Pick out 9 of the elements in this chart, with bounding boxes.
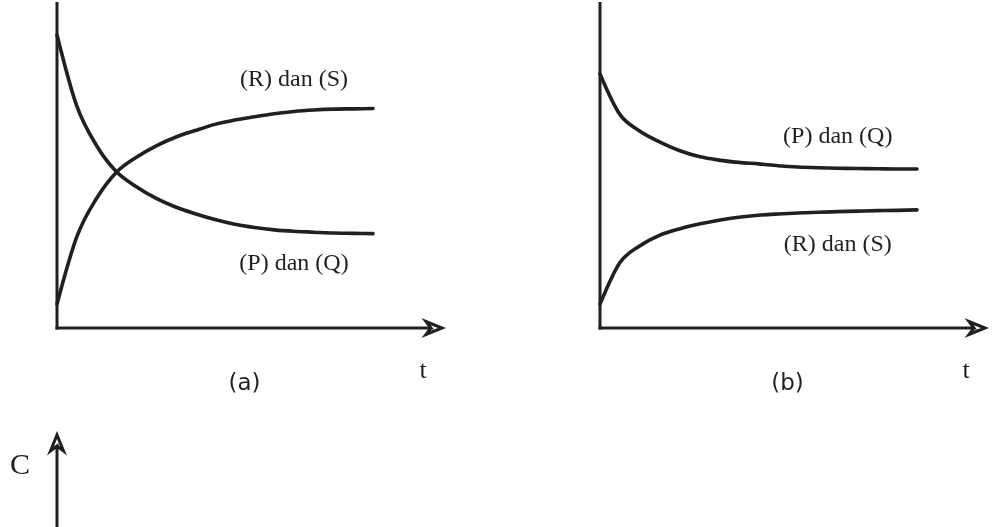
text: (a) [228,369,261,395]
series-label: (P) dan (Q) [239,249,349,276]
text: C [9,447,31,480]
x-axis-title: t [962,355,971,384]
series-label: (P) dan (Q) [783,122,893,149]
text: (b) [771,369,804,395]
series-label: (R) dan (S) [240,65,348,92]
x-axis-title: t [419,355,428,384]
series-label: (R) dan (S) [783,229,892,256]
